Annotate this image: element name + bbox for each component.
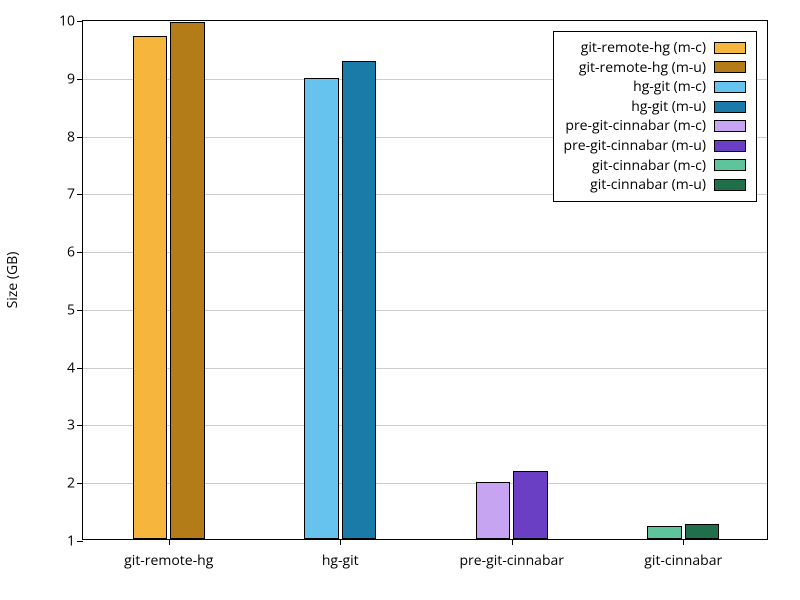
- legend-swatch: [714, 159, 746, 171]
- legend-swatch: [714, 101, 746, 113]
- bar: [342, 61, 376, 539]
- y-tick-label: 3: [67, 416, 83, 435]
- bar: [476, 482, 510, 539]
- legend-swatch: [714, 120, 746, 132]
- y-tick-label: 7: [67, 185, 83, 204]
- bar: [647, 526, 681, 539]
- legend-label: git-cinnabar (m-c): [592, 156, 706, 176]
- legend-label: hg-git (m-u): [631, 97, 706, 117]
- legend-label: pre-git-cinnabar (m-u): [564, 136, 707, 156]
- legend-row: pre-git-cinnabar (m-c): [564, 116, 747, 136]
- legend-swatch: [714, 61, 746, 73]
- legend-swatch: [714, 42, 746, 54]
- y-tick-label: 6: [67, 243, 83, 262]
- x-tick-label: hg-git: [322, 539, 359, 570]
- legend-swatch: [714, 140, 746, 152]
- y-tick-label: 2: [67, 474, 83, 493]
- legend-swatch: [714, 179, 746, 191]
- legend-label: hg-git (m-c): [633, 77, 706, 97]
- bar: [685, 524, 719, 539]
- legend-label: git-cinnabar (m-u): [590, 175, 706, 195]
- legend-row: pre-git-cinnabar (m-u): [564, 136, 747, 156]
- bar: [170, 22, 204, 539]
- plot-area: 12345678910git-remote-hghg-gitpre-git-ci…: [82, 20, 768, 540]
- y-tick-label: 4: [67, 358, 83, 377]
- y-tick-label: 1: [67, 532, 83, 551]
- legend-row: hg-git (m-u): [564, 97, 747, 117]
- legend-row: git-cinnabar (m-c): [564, 156, 747, 176]
- x-tick-label: git-cinnabar: [644, 539, 722, 570]
- legend-row: git-remote-hg (m-c): [564, 38, 747, 58]
- legend-label: git-remote-hg (m-u): [579, 58, 706, 78]
- legend-row: git-remote-hg (m-u): [564, 58, 747, 78]
- y-tick-label: 5: [67, 300, 83, 319]
- legend-row: git-cinnabar (m-u): [564, 175, 747, 195]
- x-tick-label: pre-git-cinnabar: [459, 539, 564, 570]
- x-tick-label: git-remote-hg: [124, 539, 213, 570]
- bar: [304, 78, 338, 539]
- y-tick-label: 8: [67, 127, 83, 146]
- legend: git-remote-hg (m-c)git-remote-hg (m-u)hg…: [553, 31, 758, 202]
- y-tick-label: 9: [67, 69, 83, 88]
- y-axis-label: Size (GB): [3, 252, 22, 309]
- y-tick-label: 10: [59, 12, 83, 31]
- bar: [513, 471, 547, 539]
- legend-label: pre-git-cinnabar (m-c): [565, 116, 706, 136]
- legend-swatch: [714, 81, 746, 93]
- legend-label: git-remote-hg (m-c): [581, 38, 706, 58]
- bar: [133, 36, 167, 539]
- legend-row: hg-git (m-c): [564, 77, 747, 97]
- chart-container: 1 2 3 4 5 6 7 8 9 10 git-remote-hg hg-git pre-git-ci…: [0, 0, 800, 600]
